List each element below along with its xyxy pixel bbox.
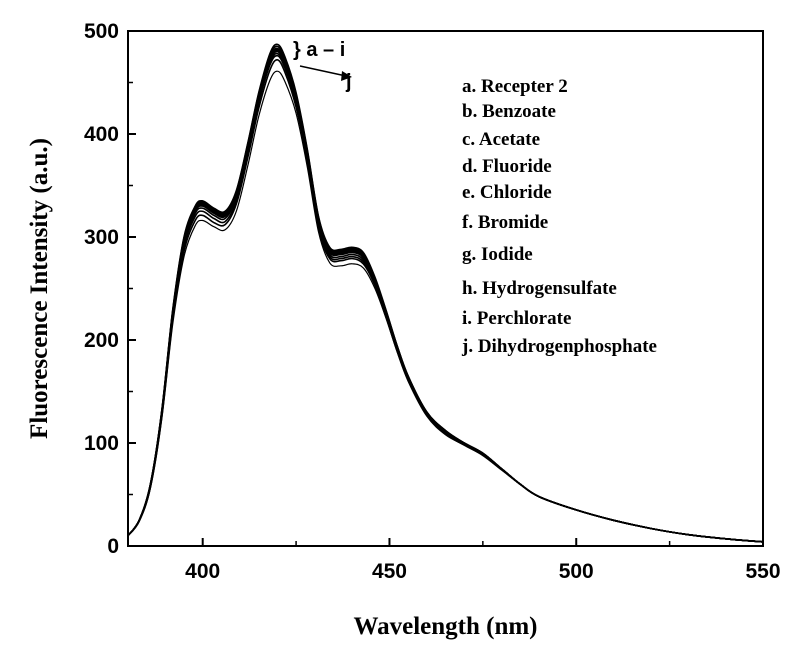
- legend-item-c: c. Acetate: [462, 129, 540, 150]
- annotation-j: j: [345, 71, 352, 93]
- y-tick-label-300: 300: [84, 226, 119, 249]
- series-line-c: [127, 47, 764, 543]
- series-layer: [127, 43, 764, 543]
- series-line-f: [127, 50, 764, 543]
- x-axis-title: Wavelength (nm): [353, 613, 537, 640]
- y-tick-label-0: 0: [107, 535, 119, 558]
- series-line-d: [127, 48, 764, 543]
- series-line-b: [127, 45, 764, 543]
- y-tick-label-100: 100: [84, 432, 119, 455]
- annotation-layer: } a – i j: [293, 39, 352, 93]
- x-tick-label-550: 550: [745, 560, 780, 583]
- legend-item-e: e. Chloride: [462, 182, 552, 203]
- annotation-arrow: [299, 65, 347, 77]
- annotation-a-i: } a – i: [293, 39, 345, 61]
- legend-item-i: i. Perchlorate: [462, 308, 571, 329]
- series-line-g: [127, 52, 764, 543]
- annotation-arrowhead: [341, 71, 352, 81]
- legend: a. Recepter 2 b. Benzoate c. Acetate d. Flu…: [461, 76, 657, 357]
- legend-item-f: f. Bromide: [462, 212, 548, 233]
- legend-item-b: b. Benzoate: [462, 101, 556, 122]
- y-tick-label-200: 200: [84, 329, 119, 352]
- ticks-layer: 400 450 500 550 0 100 200 300 400 500: [84, 20, 781, 583]
- series-line-j: [127, 70, 764, 543]
- x-tick-label-500: 500: [559, 560, 594, 583]
- x-tick-label-450: 450: [372, 560, 407, 583]
- series-line-i: [127, 58, 764, 543]
- legend-item-j: j. Dihydrogenphosphate: [461, 336, 657, 357]
- plot-frame: [127, 30, 764, 547]
- legend-item-g: g. Iodide: [462, 244, 533, 265]
- legend-item-a: a. Recepter 2: [462, 76, 568, 97]
- y-tick-label-400: 400: [84, 123, 119, 146]
- y-tick-label-500: 500: [84, 20, 119, 43]
- legend-item-h: h. Hydrogensulfate: [462, 278, 617, 299]
- series-line-h: [127, 54, 764, 543]
- series-line-e: [127, 49, 764, 543]
- y-axis-title: Fluorescence Intensity (a.u.): [26, 138, 53, 439]
- x-tick-label-400: 400: [185, 560, 220, 583]
- legend-item-d: d. Fluoride: [462, 156, 552, 177]
- series-line-a: [127, 43, 764, 543]
